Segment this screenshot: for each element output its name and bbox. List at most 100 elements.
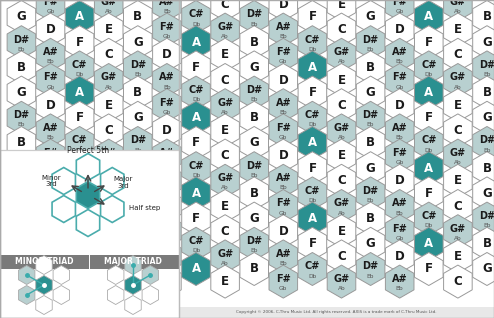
Text: A: A [75, 237, 84, 250]
Polygon shape [414, 127, 443, 160]
Text: G#: G# [217, 22, 233, 32]
Text: F: F [76, 111, 83, 124]
Text: B: B [249, 262, 259, 275]
Polygon shape [124, 152, 152, 185]
Text: E: E [454, 23, 462, 36]
Text: G: G [366, 237, 375, 250]
Text: F#: F# [276, 198, 290, 209]
Polygon shape [36, 0, 65, 21]
Text: Bb: Bb [163, 85, 171, 90]
Text: C: C [104, 48, 113, 61]
Polygon shape [211, 13, 240, 46]
Text: D#: D# [246, 236, 262, 246]
Polygon shape [269, 164, 297, 197]
Polygon shape [414, 202, 443, 235]
Text: D#: D# [13, 261, 30, 272]
Polygon shape [298, 252, 327, 286]
Polygon shape [444, 114, 472, 147]
Polygon shape [94, 139, 123, 172]
Text: F#: F# [160, 249, 174, 259]
Polygon shape [414, 227, 443, 260]
Bar [0, 255, 179, 269]
Text: D: D [279, 73, 288, 86]
Polygon shape [473, 227, 494, 260]
Polygon shape [94, 164, 123, 197]
Text: D: D [279, 149, 288, 162]
Polygon shape [414, 51, 443, 84]
Text: D: D [395, 99, 405, 112]
Polygon shape [473, 252, 494, 286]
Text: Db: Db [308, 198, 317, 203]
Polygon shape [182, 227, 210, 260]
Text: Ab: Ab [337, 135, 345, 140]
Polygon shape [65, 26, 94, 59]
Text: B: B [17, 212, 26, 225]
Polygon shape [473, 1, 494, 33]
Text: E: E [337, 225, 345, 238]
Polygon shape [240, 1, 268, 33]
Text: G: G [133, 36, 143, 49]
Polygon shape [327, 164, 356, 197]
Polygon shape [356, 152, 385, 185]
Text: D#: D# [246, 85, 262, 95]
Text: C#: C# [421, 135, 437, 145]
Text: C#: C# [188, 85, 204, 95]
Text: Eb: Eb [134, 72, 142, 77]
Polygon shape [269, 139, 297, 172]
Text: E: E [105, 99, 113, 112]
Text: Bb: Bb [280, 185, 287, 190]
Polygon shape [101, 168, 124, 195]
Polygon shape [36, 38, 65, 71]
Polygon shape [36, 89, 65, 122]
Text: E: E [221, 275, 229, 288]
Text: B: B [249, 187, 259, 200]
Polygon shape [414, 101, 443, 134]
Text: Db: Db [192, 97, 200, 102]
Text: Db: Db [192, 248, 200, 253]
Polygon shape [7, 1, 36, 33]
Polygon shape [65, 51, 94, 84]
Text: B: B [133, 10, 142, 24]
Text: F#: F# [392, 148, 407, 158]
Polygon shape [36, 114, 65, 147]
Text: B: B [133, 237, 142, 250]
Text: D: D [279, 0, 288, 11]
Text: D#: D# [130, 60, 146, 70]
Text: Eb: Eb [483, 72, 491, 77]
Text: Gb: Gb [46, 236, 55, 241]
Polygon shape [7, 127, 36, 160]
Polygon shape [125, 295, 141, 315]
Polygon shape [327, 64, 356, 96]
Text: G: G [366, 86, 375, 99]
Polygon shape [7, 152, 36, 185]
Text: F: F [425, 262, 433, 275]
Polygon shape [76, 210, 100, 237]
Text: F#: F# [276, 47, 290, 57]
Text: A#: A# [159, 148, 175, 158]
Text: B: B [366, 136, 375, 149]
Text: Gb: Gb [396, 9, 404, 14]
Polygon shape [65, 202, 94, 235]
Text: Db: Db [76, 148, 83, 153]
Polygon shape [385, 13, 414, 46]
Polygon shape [269, 215, 297, 248]
Text: Eb: Eb [18, 122, 25, 127]
Polygon shape [7, 26, 36, 59]
Polygon shape [444, 89, 472, 122]
Polygon shape [182, 177, 210, 210]
Polygon shape [356, 51, 385, 84]
Text: G#: G# [333, 47, 350, 57]
Text: A#: A# [159, 224, 175, 234]
Text: A#: A# [42, 47, 58, 57]
Polygon shape [36, 64, 65, 96]
Text: Gb: Gb [396, 85, 404, 90]
Polygon shape [125, 275, 141, 294]
Text: F: F [308, 237, 316, 250]
Text: F#: F# [160, 173, 174, 183]
Text: Db: Db [425, 148, 433, 153]
Polygon shape [52, 196, 76, 223]
Text: C: C [104, 275, 113, 288]
Text: D: D [45, 99, 55, 112]
Polygon shape [327, 240, 356, 273]
Text: B: B [366, 61, 375, 74]
